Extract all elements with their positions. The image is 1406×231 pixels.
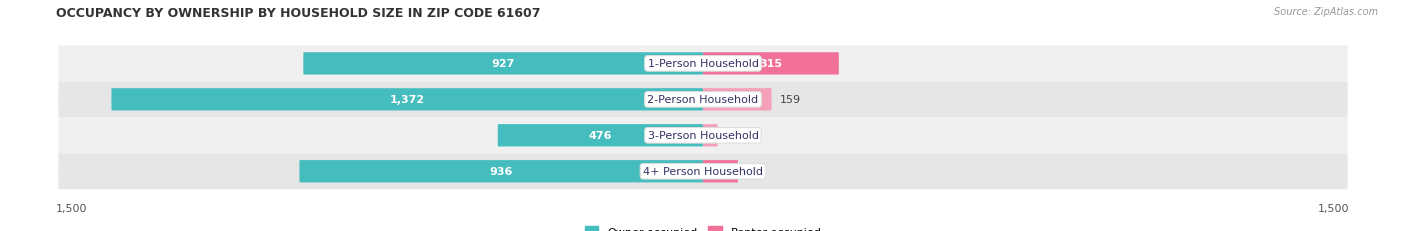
Text: 3-Person Household: 3-Person Household bbox=[648, 131, 758, 141]
FancyBboxPatch shape bbox=[59, 82, 1347, 118]
Text: 927: 927 bbox=[492, 59, 515, 69]
Text: 1-Person Household: 1-Person Household bbox=[648, 59, 758, 69]
Text: 81: 81 bbox=[747, 167, 761, 176]
FancyBboxPatch shape bbox=[703, 160, 738, 183]
Text: Source: ZipAtlas.com: Source: ZipAtlas.com bbox=[1274, 7, 1378, 17]
Text: 2-Person Household: 2-Person Household bbox=[647, 95, 759, 105]
FancyBboxPatch shape bbox=[498, 125, 703, 147]
FancyBboxPatch shape bbox=[111, 89, 703, 111]
Text: OCCUPANCY BY OWNERSHIP BY HOUSEHOLD SIZE IN ZIP CODE 61607: OCCUPANCY BY OWNERSHIP BY HOUSEHOLD SIZE… bbox=[56, 7, 541, 20]
Text: 476: 476 bbox=[589, 131, 612, 141]
FancyBboxPatch shape bbox=[703, 53, 839, 75]
Text: 315: 315 bbox=[759, 59, 782, 69]
FancyBboxPatch shape bbox=[703, 89, 772, 111]
Text: 4+ Person Household: 4+ Person Household bbox=[643, 167, 763, 176]
FancyBboxPatch shape bbox=[304, 53, 703, 75]
Text: 1,372: 1,372 bbox=[389, 95, 425, 105]
Text: 159: 159 bbox=[780, 95, 801, 105]
Text: 1,500: 1,500 bbox=[1319, 203, 1350, 213]
FancyBboxPatch shape bbox=[59, 118, 1347, 154]
Text: 34: 34 bbox=[727, 131, 741, 141]
Legend: Owner-occupied, Renter-occupied: Owner-occupied, Renter-occupied bbox=[585, 226, 821, 231]
FancyBboxPatch shape bbox=[703, 125, 717, 147]
FancyBboxPatch shape bbox=[299, 160, 703, 183]
Text: 936: 936 bbox=[489, 167, 513, 176]
Text: 1,500: 1,500 bbox=[56, 203, 87, 213]
FancyBboxPatch shape bbox=[59, 46, 1347, 82]
FancyBboxPatch shape bbox=[59, 154, 1347, 189]
